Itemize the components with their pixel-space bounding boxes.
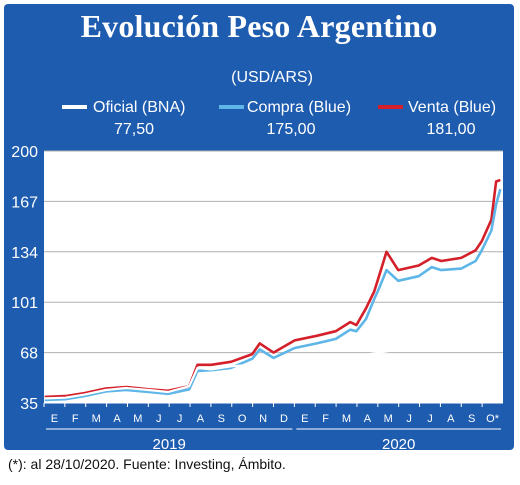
x-tick-label: O* bbox=[486, 413, 500, 425]
unit-label: (USD/ARS) bbox=[231, 69, 313, 86]
plot-area bbox=[44, 151, 503, 403]
year-label: 2020 bbox=[382, 436, 415, 453]
year-label: 2019 bbox=[152, 436, 185, 453]
y-tick-label: 35 bbox=[20, 396, 38, 413]
x-tick-label: A bbox=[197, 413, 205, 425]
x-tick-label: J bbox=[177, 413, 183, 425]
x-tick-label: M bbox=[342, 413, 351, 425]
y-tick-label: 68 bbox=[20, 346, 38, 363]
legend: (USD/ARS) Oficial (BNA) 77,50 Compra (Blue)… bbox=[62, 69, 496, 138]
x-tick-label: A bbox=[364, 413, 372, 425]
y-tick-label: 134 bbox=[11, 245, 38, 262]
footnote: (*): al 28/10/2020. Fuente: Investing, Á… bbox=[8, 456, 286, 472]
x-tick-label: J bbox=[406, 413, 412, 425]
chart-title: Evolución Peso Argentino bbox=[80, 8, 438, 44]
x-tick-label: M bbox=[92, 413, 101, 425]
x-tick-label: D bbox=[280, 413, 288, 425]
legend-value: 175,00 bbox=[267, 121, 316, 138]
x-tick-label: N bbox=[259, 413, 267, 425]
x-tick-label: M bbox=[133, 413, 142, 425]
legend-value: 77,50 bbox=[114, 121, 154, 138]
y-tick-label: 101 bbox=[11, 295, 38, 312]
series-line-0 bbox=[44, 337, 501, 400]
x-tick-label: A bbox=[113, 413, 121, 425]
x-tick-label: F bbox=[322, 413, 329, 425]
x-tick-label: S bbox=[218, 413, 225, 425]
x-tick-label: F bbox=[72, 413, 79, 425]
y-tick-label: 167 bbox=[11, 194, 38, 211]
x-tick-label: S bbox=[468, 413, 475, 425]
x-tick-label: E bbox=[301, 413, 308, 425]
series-layer bbox=[44, 178, 502, 402]
series-line-1 bbox=[44, 188, 502, 402]
x-tick-label: O bbox=[238, 413, 247, 425]
x-tick-label: A bbox=[447, 413, 455, 425]
y-tick-label: 200 bbox=[11, 144, 38, 161]
legend-value: 181,00 bbox=[427, 121, 476, 138]
x-tick-label: J bbox=[427, 413, 433, 425]
x-tick-label: M bbox=[384, 413, 393, 425]
legend-label: Oficial (BNA) bbox=[93, 99, 185, 116]
legend-label: Venta (Blue) bbox=[408, 99, 496, 116]
legend-label: Compra (Blue) bbox=[247, 99, 351, 116]
x-tick-label: J bbox=[156, 413, 162, 425]
x-tick-label: E bbox=[51, 413, 58, 425]
